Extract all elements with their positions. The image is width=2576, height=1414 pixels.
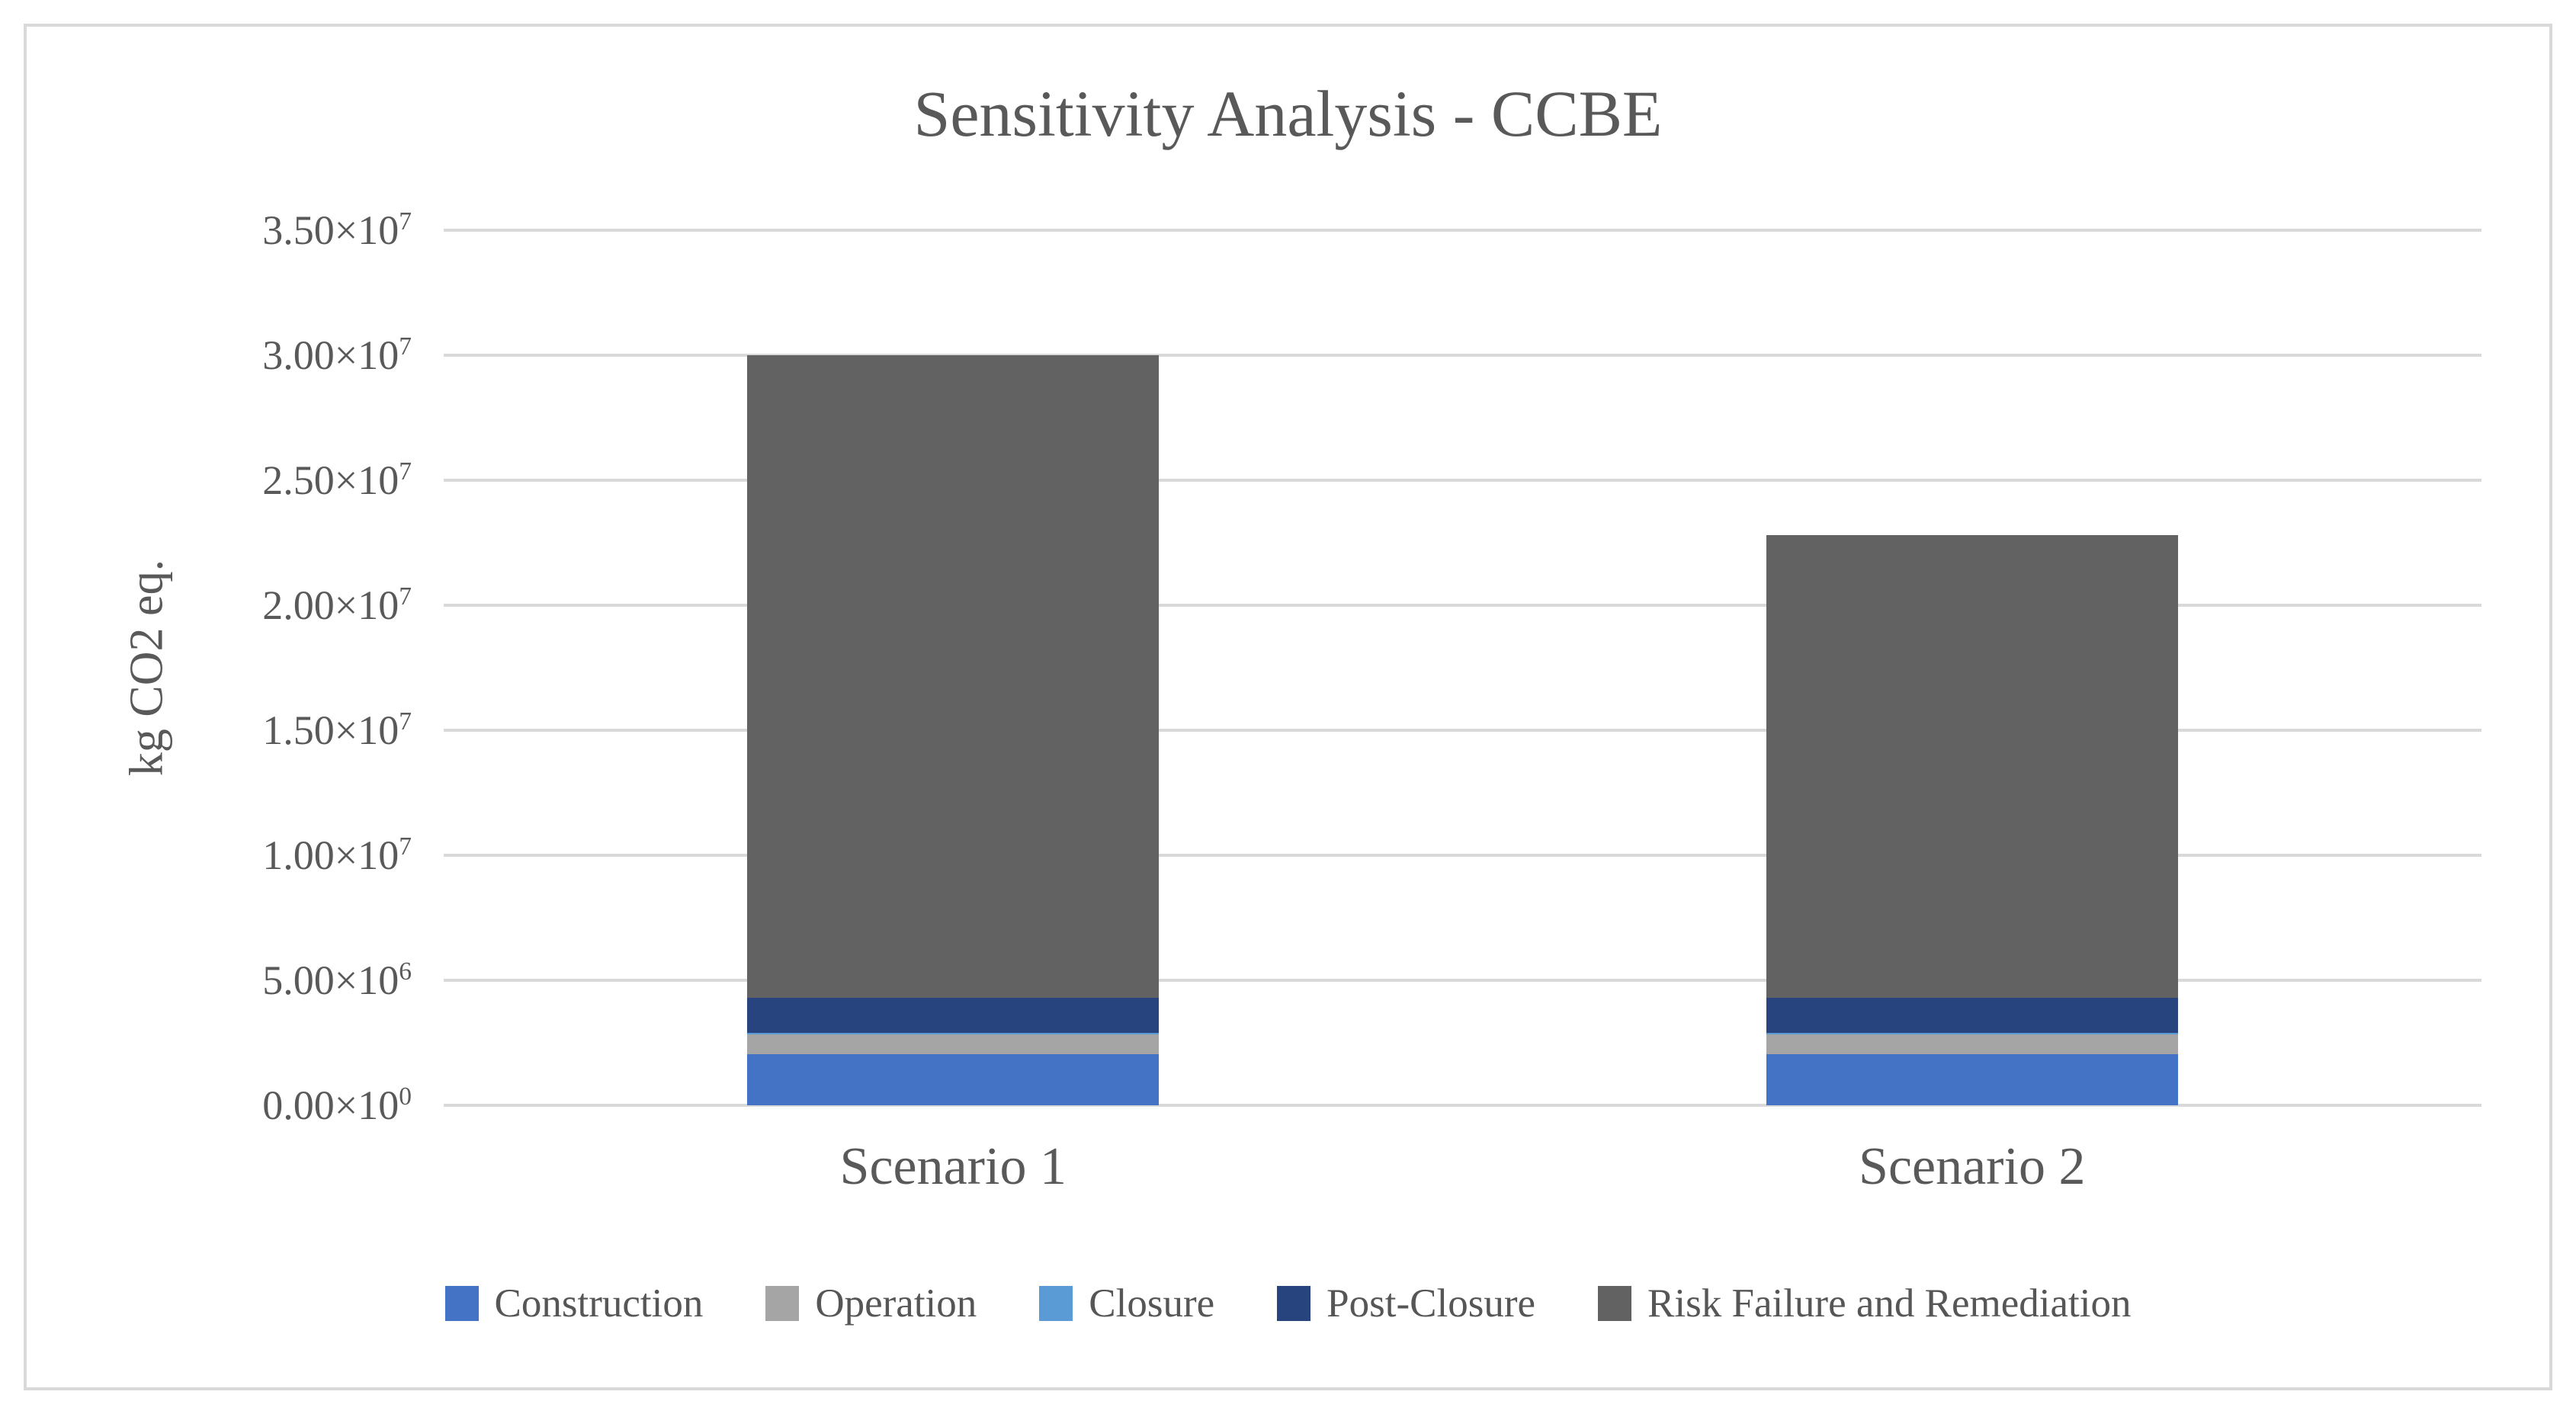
y-tick-exponent: 7 (399, 832, 412, 861)
y-axis-title: kg CO2 eq. (120, 559, 173, 777)
gridline (444, 604, 2481, 607)
bar-segment-closure (747, 1032, 1160, 1035)
y-tick-mantissa: 3.50×10 (262, 207, 399, 253)
y-tick-label: 1.50×107 (262, 707, 412, 753)
gridline (444, 479, 2481, 482)
bar-segment-operation (747, 1034, 1160, 1054)
legend-label: Post-Closure (1326, 1281, 1536, 1326)
y-tick-label: 5.00×106 (262, 957, 412, 1003)
bar-segment-construction (747, 1053, 1160, 1105)
y-tick-exponent: 6 (399, 957, 412, 986)
bar-segment-post-closure (747, 997, 1160, 1033)
gridline (444, 729, 2481, 732)
bar-scenario-1 (747, 355, 1160, 1105)
y-tick-mantissa: 1.00×10 (262, 832, 399, 878)
legend-swatch-icon (1039, 1286, 1073, 1321)
legend-swatch-icon (444, 1286, 479, 1321)
gridline (444, 229, 2481, 232)
y-tick-exponent: 7 (399, 457, 412, 486)
gridline (444, 854, 2481, 857)
chart-title: Sensitivity Analysis - CCBE (913, 77, 1663, 150)
legend-item-construction: Construction (444, 1281, 704, 1326)
y-tick-exponent: 0 (399, 1082, 412, 1111)
y-tick-mantissa: 3.00×10 (262, 332, 399, 378)
y-tick-label: 2.50×107 (262, 457, 412, 503)
y-tick-label: 0.00×100 (262, 1082, 412, 1128)
legend-item-post-closure: Post-Closure (1277, 1281, 1536, 1326)
y-tick-label: 2.00×107 (262, 582, 412, 628)
bar-segment-risk-failure-and-remediation (747, 355, 1160, 998)
gridline (444, 354, 2481, 357)
y-tick-exponent: 7 (399, 582, 412, 611)
legend-label: Closure (1089, 1281, 1215, 1326)
y-tick-exponent: 7 (399, 207, 412, 236)
gridline (444, 979, 2481, 982)
y-tick-exponent: 7 (399, 332, 412, 361)
legend-swatch-icon (765, 1286, 800, 1321)
bar-scenario-2 (1766, 535, 2178, 1105)
legend-swatch-icon (1277, 1286, 1311, 1321)
y-tick-label: 1.00×107 (262, 832, 412, 878)
gridline (444, 1104, 2481, 1107)
bar-segment-construction (1766, 1053, 2178, 1105)
bar-segment-post-closure (1766, 997, 2178, 1033)
legend: Construction Operation Closure Post-Closure… (0, 1275, 2576, 1332)
y-tick-label: 3.50×107 (262, 207, 412, 253)
x-tick-label: Scenario 2 (1859, 1137, 2086, 1196)
legend-item-operation: Operation (765, 1281, 977, 1326)
bar-segment-risk-failure-and-remediation (1766, 535, 2178, 998)
legend-label: Risk Failure and Remediation (1647, 1281, 2132, 1326)
legend-item-closure: Closure (1039, 1281, 1215, 1326)
legend-label: Operation (815, 1281, 977, 1326)
legend-swatch-icon (1598, 1286, 1632, 1321)
x-tick-label: Scenario 1 (839, 1137, 1067, 1196)
y-tick-mantissa: 2.50×10 (262, 457, 399, 503)
plot-area (444, 229, 2481, 1107)
y-tick-mantissa: 0.00×10 (262, 1082, 399, 1128)
y-tick-exponent: 7 (399, 707, 412, 736)
y-tick-mantissa: 2.00×10 (262, 582, 399, 628)
y-tick-mantissa: 5.00×10 (262, 957, 399, 1003)
legend-label: Construction (494, 1281, 704, 1326)
bar-segment-closure (1766, 1032, 2178, 1035)
legend-item-risk-failure-and-remediation: Risk Failure and Remediation (1598, 1281, 2132, 1326)
y-tick-label: 3.00×107 (262, 332, 412, 378)
y-tick-mantissa: 1.50×10 (262, 707, 399, 753)
bar-segment-operation (1766, 1034, 2178, 1054)
